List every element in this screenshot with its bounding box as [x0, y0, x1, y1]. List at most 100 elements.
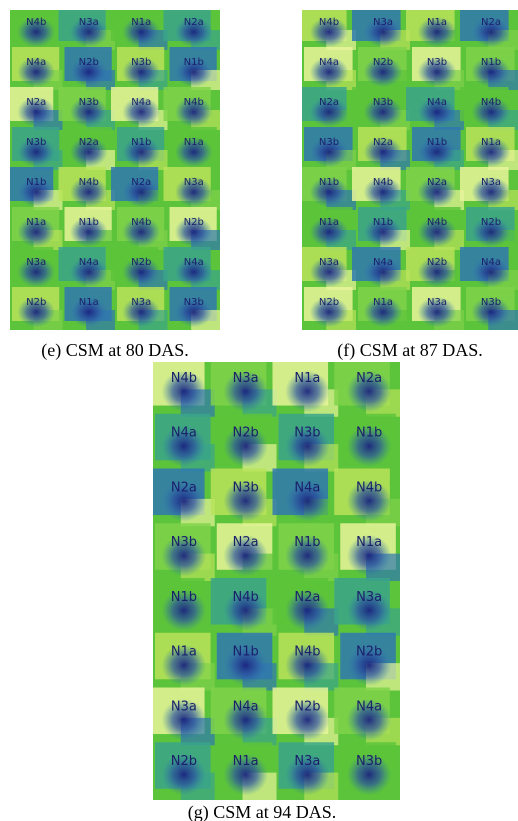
- plot-label: N1a: [481, 137, 501, 148]
- plot-label: N2b: [373, 57, 393, 68]
- plot-label: N4b: [233, 590, 259, 605]
- plot-label: N1b: [26, 177, 46, 188]
- plot-label: N3b: [171, 535, 197, 550]
- plot-label: N1a: [184, 137, 204, 148]
- plot-label: N3b: [427, 57, 447, 68]
- plot-label: N4b: [171, 371, 197, 386]
- plot-label: N4b: [373, 177, 393, 188]
- plot-label: N4a: [79, 257, 99, 268]
- plot-label: N3a: [319, 257, 339, 268]
- plot-label: N3b: [184, 297, 204, 308]
- plot-label: N1a: [373, 297, 393, 308]
- plot-label: N3b: [26, 137, 46, 148]
- plot-label: N3a: [233, 371, 259, 386]
- plot-label: N3a: [171, 699, 197, 714]
- plot-label: N1b: [481, 57, 501, 68]
- plot-label: N3a: [356, 590, 382, 605]
- plot-label: N1a: [171, 645, 197, 660]
- plot-label: N4b: [481, 97, 501, 108]
- plot-label: N2a: [26, 97, 46, 108]
- plot-label: N4a: [294, 480, 320, 495]
- plot-label: N1a: [79, 297, 99, 308]
- plot-label: N4b: [184, 97, 204, 108]
- plot-label: N1a: [427, 17, 447, 28]
- plot-label: N3b: [233, 480, 259, 495]
- plot-label: N4a: [131, 97, 151, 108]
- plot-label: N3b: [356, 754, 382, 769]
- plot-label: N4a: [233, 699, 259, 714]
- plot-label: N3b: [131, 57, 151, 68]
- plot-label: N4b: [26, 17, 46, 28]
- plot-label: N3a: [481, 177, 501, 188]
- plot-label: N2b: [481, 217, 501, 228]
- plot-label: N2b: [319, 297, 339, 308]
- plot-label: N4b: [356, 480, 382, 495]
- plot-label: N2b: [26, 297, 46, 308]
- plot-label: N1b: [79, 217, 99, 228]
- plot-label: N1b: [171, 590, 197, 605]
- plot-label: N2a: [294, 590, 320, 605]
- plot-label: N1b: [427, 137, 447, 148]
- plot-label: N2a: [427, 177, 447, 188]
- plot-label: N2b: [427, 257, 447, 268]
- plot-label: N3a: [79, 17, 99, 28]
- plot-label: N1a: [131, 17, 151, 28]
- plot-label: N4a: [184, 257, 204, 268]
- plot-label: N2a: [79, 137, 99, 148]
- plot-label: N1b: [184, 57, 204, 68]
- plot-label: N3b: [373, 97, 393, 108]
- plot-label: N1a: [294, 371, 320, 386]
- plot-label: N1a: [319, 217, 339, 228]
- plot-label: N3a: [184, 177, 204, 188]
- plot-label: N2a: [233, 535, 259, 550]
- plot-label: N4a: [319, 57, 339, 68]
- plot-label: N2a: [373, 137, 393, 148]
- plot-label: N4a: [171, 426, 197, 441]
- plot-label: N4b: [427, 217, 447, 228]
- plot-label: N3b: [319, 137, 339, 148]
- figure: N4b N3a N1a N2a N4a N2b N3b N1b N2a N3b N4a N4b N3b N…: [0, 0, 518, 821]
- plot-label: N2a: [356, 371, 382, 386]
- plot-label: N2b: [79, 57, 99, 68]
- plot-label: N4b: [79, 177, 99, 188]
- plot-label: N3b: [294, 426, 320, 441]
- plot-label: N4a: [26, 57, 46, 68]
- plot-label: N4b: [131, 217, 151, 228]
- plot-label: N4a: [427, 97, 447, 108]
- plot-label: N2a: [184, 17, 204, 28]
- plot-label: N2b: [171, 754, 197, 769]
- plot-label: N1b: [131, 137, 151, 148]
- plot-label: N3a: [26, 257, 46, 268]
- map-image: [298, 7, 518, 330]
- plot-label: N3a: [373, 17, 393, 28]
- plot-label: N2a: [319, 97, 339, 108]
- plot-label: N4a: [373, 257, 393, 268]
- plot-label: N4a: [481, 257, 501, 268]
- plot-label: N3a: [294, 754, 320, 769]
- plot-label: N2a: [481, 17, 501, 28]
- plot-label: N3b: [481, 297, 501, 308]
- plot-label: N1a: [233, 754, 259, 769]
- plot-label: N4b: [319, 17, 339, 28]
- plot-label: N1b: [233, 645, 259, 660]
- plot-label: N2b: [356, 645, 382, 660]
- plot-label: N4b: [294, 645, 320, 660]
- plot-label: N2b: [184, 217, 204, 228]
- caption: (g) CSM at 94 DAS.: [188, 802, 337, 821]
- plot-label: N1b: [319, 177, 339, 188]
- plot-label: N4a: [356, 699, 382, 714]
- plot-label: N2b: [233, 426, 259, 441]
- plot-label: N1a: [26, 217, 46, 228]
- plot-label: N3a: [131, 297, 151, 308]
- plot-label: N2a: [131, 177, 151, 188]
- plot-label: N2b: [294, 699, 320, 714]
- plot-label: N1b: [373, 217, 393, 228]
- plot-label: N1b: [294, 535, 320, 550]
- plot-label: N3a: [427, 297, 447, 308]
- caption: (e) CSM at 80 DAS.: [41, 340, 189, 361]
- caption: (f) CSM at 87 DAS.: [337, 340, 483, 361]
- plot-label: N1a: [356, 535, 382, 550]
- map-image: [6, 7, 220, 330]
- plot-label: N3b: [79, 97, 99, 108]
- plot-label: N1b: [356, 426, 382, 441]
